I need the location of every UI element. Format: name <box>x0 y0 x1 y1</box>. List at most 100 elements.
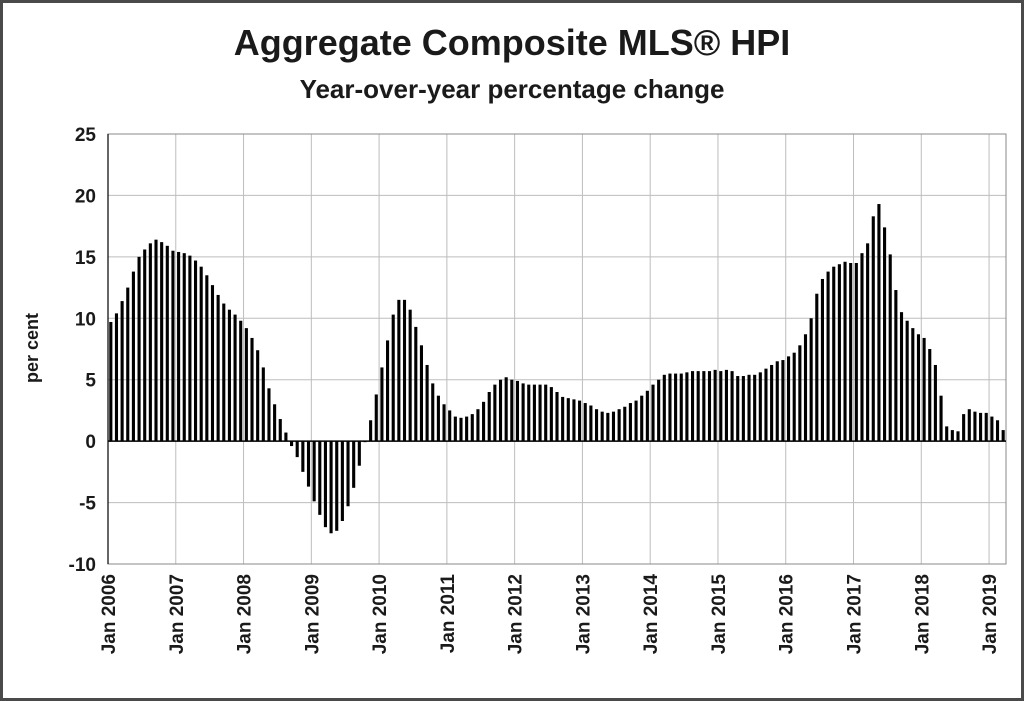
bar <box>521 383 525 442</box>
bar <box>329 441 333 534</box>
x-tick-label: Jan 2008 <box>235 574 256 654</box>
bar <box>143 249 147 442</box>
bar <box>470 414 474 442</box>
bar <box>120 301 124 442</box>
bar <box>933 364 937 442</box>
bar <box>357 441 361 466</box>
bar <box>267 388 271 442</box>
bar <box>442 404 446 442</box>
y-tick-labels: 25 20 15 10 5 0 -5 -10 <box>69 125 97 576</box>
bar <box>640 395 644 442</box>
bar <box>374 394 378 442</box>
bar <box>860 253 864 442</box>
bar <box>775 361 779 442</box>
bar <box>301 441 305 472</box>
x-tick-label: Jan 2009 <box>302 574 323 654</box>
x-tick-label: Jan 2017 <box>845 574 866 654</box>
bar <box>431 383 435 442</box>
bar <box>448 410 452 442</box>
bar <box>792 352 796 442</box>
bar <box>747 374 751 442</box>
bar <box>950 430 954 442</box>
bar <box>843 261 847 442</box>
y-tick-label: 15 <box>75 248 97 269</box>
bar <box>210 285 215 442</box>
bar <box>369 420 373 442</box>
bar <box>555 392 559 442</box>
bar <box>979 412 983 442</box>
bar <box>193 260 198 442</box>
bar <box>815 293 819 442</box>
bar <box>832 266 836 442</box>
bar <box>131 271 135 442</box>
bar <box>216 294 220 442</box>
x-tick-label: Jan 2006 <box>99 574 120 654</box>
bar <box>312 441 316 502</box>
bar <box>397 299 401 442</box>
y-tick-label: -10 <box>69 555 96 576</box>
y-tick-label: 25 <box>75 125 97 146</box>
bar <box>916 334 921 442</box>
bar <box>402 299 407 442</box>
bar <box>713 369 717 442</box>
bar <box>493 384 497 442</box>
bar <box>572 399 576 442</box>
bar <box>182 253 186 442</box>
bar <box>877 204 881 442</box>
bar <box>668 373 672 442</box>
bar <box>645 390 649 442</box>
x-tick-label: Jan 2013 <box>573 574 594 654</box>
bar <box>990 416 994 442</box>
bar <box>487 392 491 442</box>
bar <box>566 398 570 442</box>
bar <box>730 371 734 442</box>
bar <box>736 376 740 442</box>
bar <box>809 318 813 442</box>
bar <box>504 377 508 442</box>
bar <box>662 374 666 442</box>
bar <box>594 409 599 442</box>
bar <box>611 411 616 442</box>
bar <box>290 441 294 447</box>
bar <box>352 441 356 488</box>
bar <box>137 256 141 442</box>
bar <box>589 405 593 442</box>
bar <box>623 406 627 442</box>
x-tick-label: Jan 2016 <box>777 574 798 654</box>
bar <box>770 364 774 442</box>
bar <box>482 401 486 442</box>
bar <box>278 419 282 442</box>
plot-border <box>107 133 1007 565</box>
bar <box>126 287 130 442</box>
bar <box>538 384 542 442</box>
bar <box>888 254 892 442</box>
bar <box>628 403 632 442</box>
x-tick-label: Jan 2007 <box>167 574 188 654</box>
bar <box>544 384 548 442</box>
bar <box>109 321 113 442</box>
bar <box>188 255 192 442</box>
bar <box>995 420 1000 442</box>
x-tick-label: Jan 2018 <box>912 574 933 654</box>
bar <box>962 414 966 442</box>
bars <box>109 204 1005 534</box>
bar <box>171 250 175 442</box>
gridlines <box>107 133 1006 565</box>
x-tick-label: Jan 2015 <box>709 574 730 655</box>
bar <box>222 303 226 442</box>
bar <box>177 251 181 442</box>
bar <box>696 371 700 442</box>
bar <box>956 431 960 442</box>
bar <box>323 441 327 528</box>
bar <box>1001 430 1005 442</box>
bar <box>233 314 237 442</box>
bar <box>340 441 344 521</box>
bar <box>674 373 678 442</box>
bar <box>837 264 841 442</box>
bar <box>651 384 655 442</box>
bar <box>787 356 791 442</box>
bar <box>408 309 412 442</box>
bar <box>690 371 695 442</box>
bar <box>753 374 757 442</box>
bar <box>476 409 480 442</box>
